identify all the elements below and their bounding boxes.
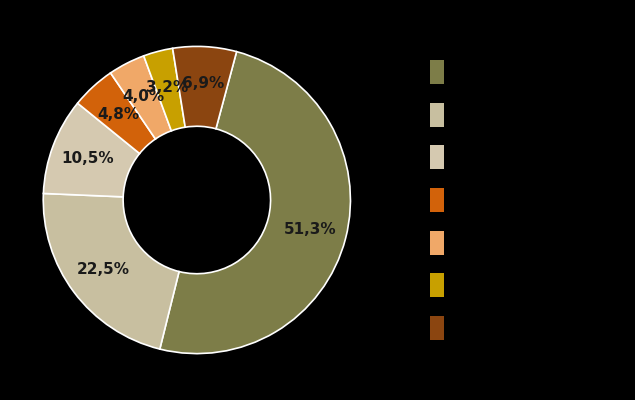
Wedge shape	[173, 46, 237, 129]
Wedge shape	[43, 194, 179, 349]
Text: 10,5%: 10,5%	[62, 151, 114, 166]
FancyBboxPatch shape	[430, 316, 444, 340]
Wedge shape	[160, 52, 351, 354]
Text: 4,8%: 4,8%	[97, 106, 139, 122]
Wedge shape	[110, 56, 171, 139]
FancyBboxPatch shape	[430, 231, 444, 255]
Text: 6,9%: 6,9%	[182, 76, 224, 91]
FancyBboxPatch shape	[430, 60, 444, 84]
Wedge shape	[144, 48, 185, 131]
FancyBboxPatch shape	[430, 273, 444, 297]
FancyBboxPatch shape	[430, 145, 444, 169]
Wedge shape	[77, 73, 156, 154]
Text: 22,5%: 22,5%	[77, 262, 130, 278]
Wedge shape	[43, 103, 140, 197]
FancyBboxPatch shape	[430, 188, 444, 212]
Text: 3,2%: 3,2%	[146, 80, 189, 94]
Text: 4,0%: 4,0%	[123, 89, 164, 104]
Text: 51,3%: 51,3%	[284, 222, 336, 237]
FancyBboxPatch shape	[430, 103, 444, 127]
